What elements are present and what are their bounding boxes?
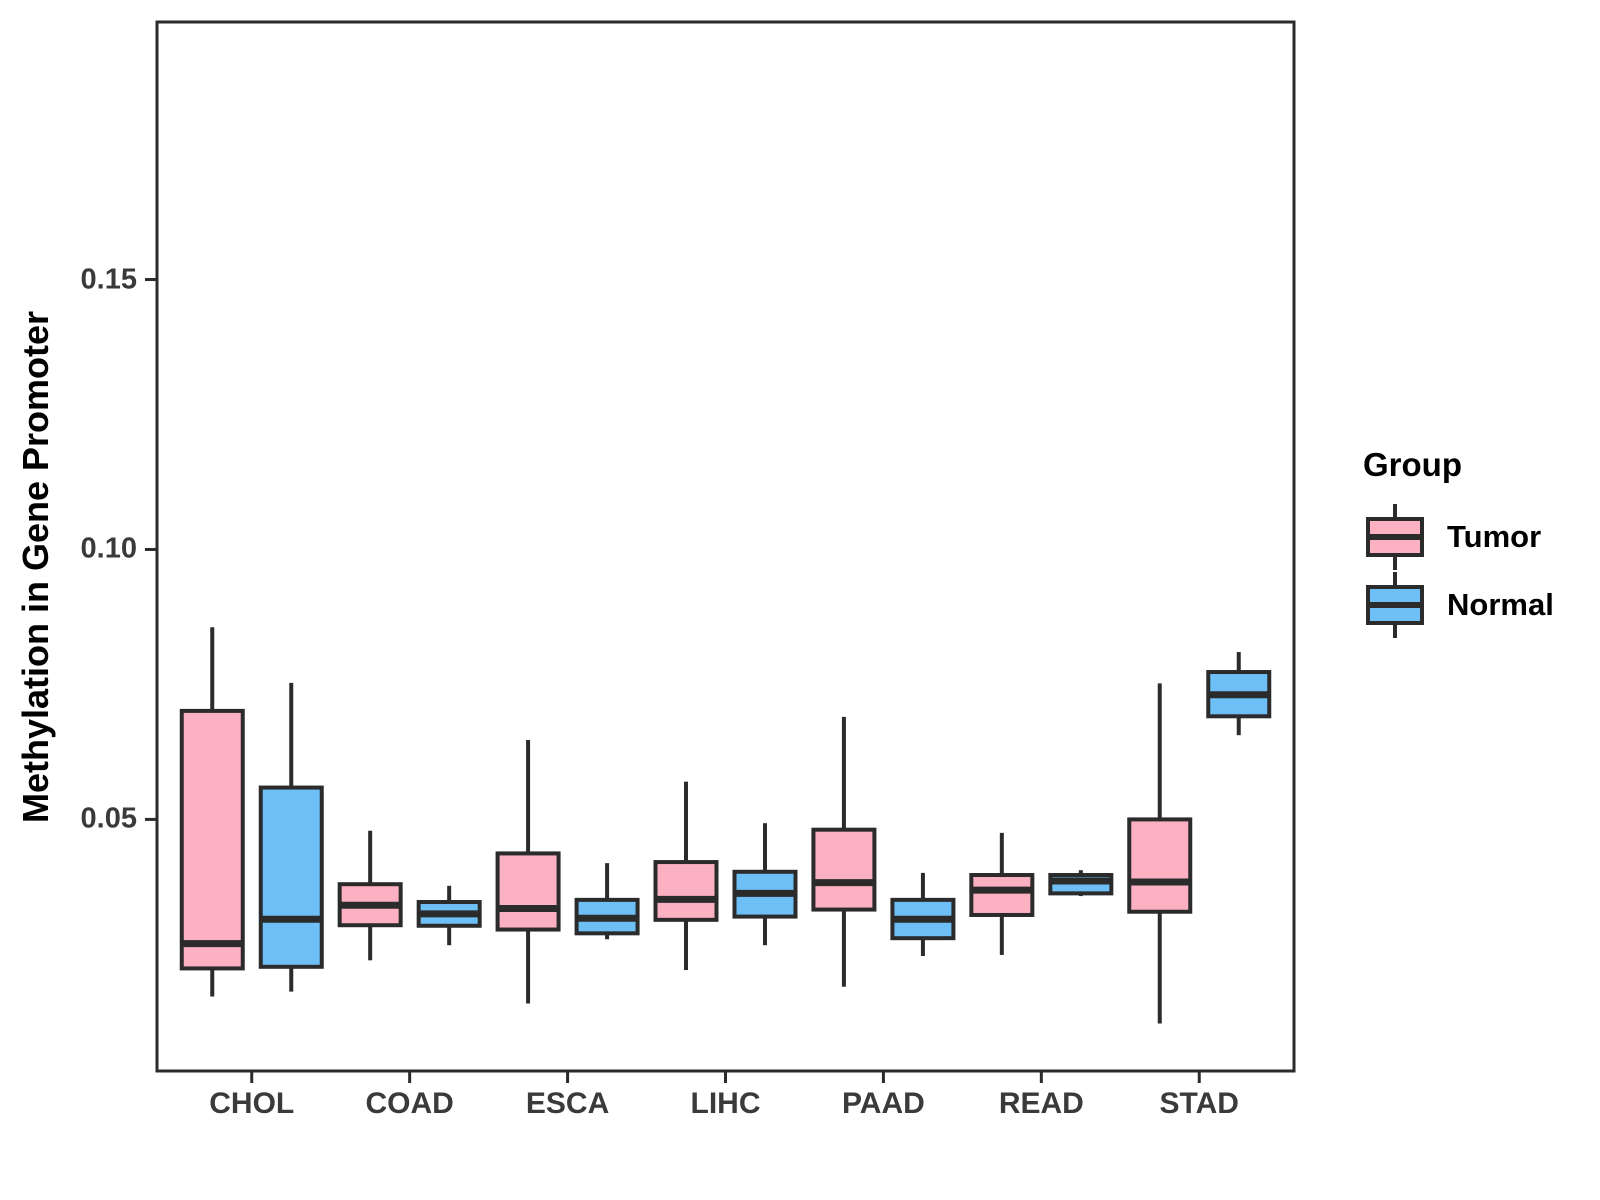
- x-tick-label-esca: ESCA: [525, 1087, 610, 1120]
- x-tick-label-lihc: LIHC: [690, 1087, 761, 1120]
- box-paad-tumor-box: [811, 827, 877, 912]
- legend-label-tumor: Tumor: [1447, 519, 1542, 554]
- box-esca-tumor-box: [495, 851, 561, 932]
- box-read-tumor-box: [969, 873, 1035, 917]
- y-tick-label: 0.10: [80, 532, 137, 565]
- x-tick-label-chol: CHOL: [209, 1087, 295, 1120]
- legend-label-normal: Normal: [1447, 587, 1554, 622]
- legend-title: Group: [1363, 446, 1462, 483]
- x-tick-label-stad: STAD: [1159, 1087, 1239, 1120]
- x-tick-label-paad: PAAD: [842, 1087, 925, 1120]
- y-tick-label: 0.05: [80, 802, 137, 835]
- x-tick-label-read: READ: [998, 1087, 1084, 1120]
- x-tick-label-coad: COAD: [365, 1087, 454, 1120]
- box-stad-tumor-box: [1127, 817, 1193, 914]
- panel-border: [155, 20, 1296, 1073]
- box-chol-tumor-box: [179, 708, 245, 971]
- box-chol-normal-box: [258, 785, 324, 969]
- y-axis-title: Methylation in Gene Promoter: [15, 310, 56, 824]
- y-tick-label: 0.15: [80, 263, 137, 296]
- box-lihc-tumor-box: [653, 860, 719, 922]
